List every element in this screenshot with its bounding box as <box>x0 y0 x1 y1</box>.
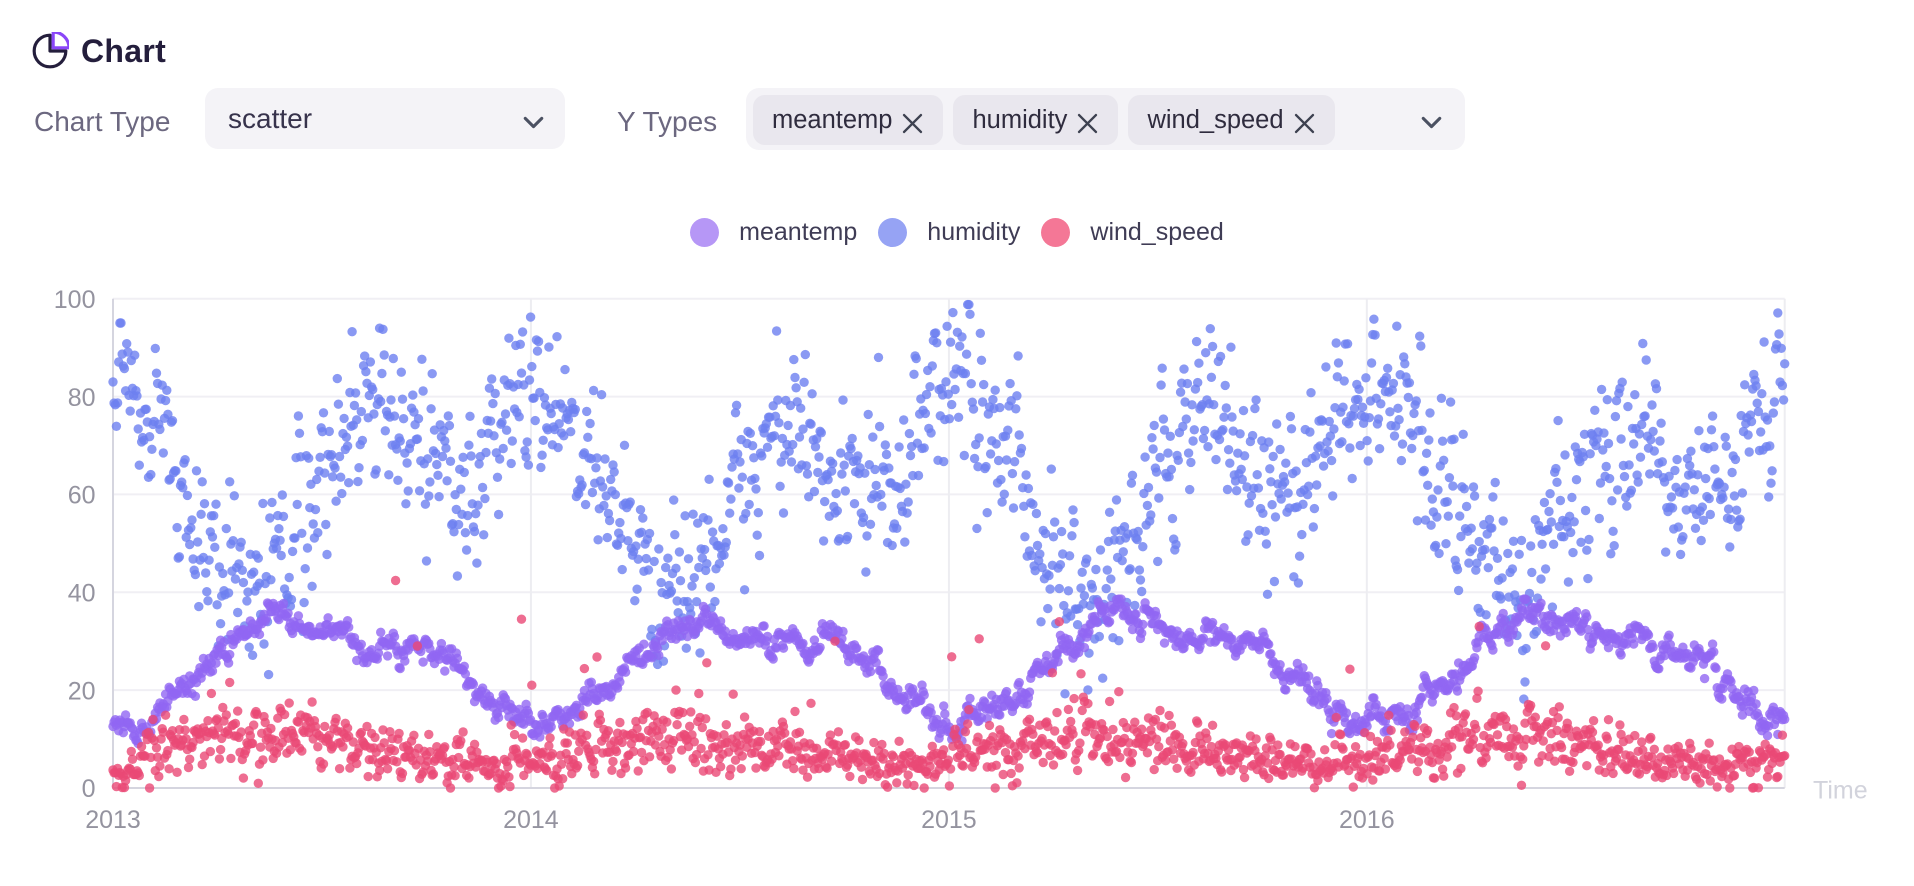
svg-text:Time: Time <box>1813 777 1868 805</box>
svg-text:80: 80 <box>68 384 96 412</box>
svg-text:2015: 2015 <box>921 806 977 834</box>
svg-text:60: 60 <box>68 482 96 510</box>
svg-text:100: 100 <box>54 286 96 314</box>
svg-text:2016: 2016 <box>1339 806 1395 834</box>
svg-text:2014: 2014 <box>503 806 559 834</box>
svg-text:40: 40 <box>68 580 96 608</box>
svg-text:20: 20 <box>68 677 96 705</box>
svg-text:0: 0 <box>82 775 96 803</box>
svg-text:2013: 2013 <box>85 806 141 834</box>
